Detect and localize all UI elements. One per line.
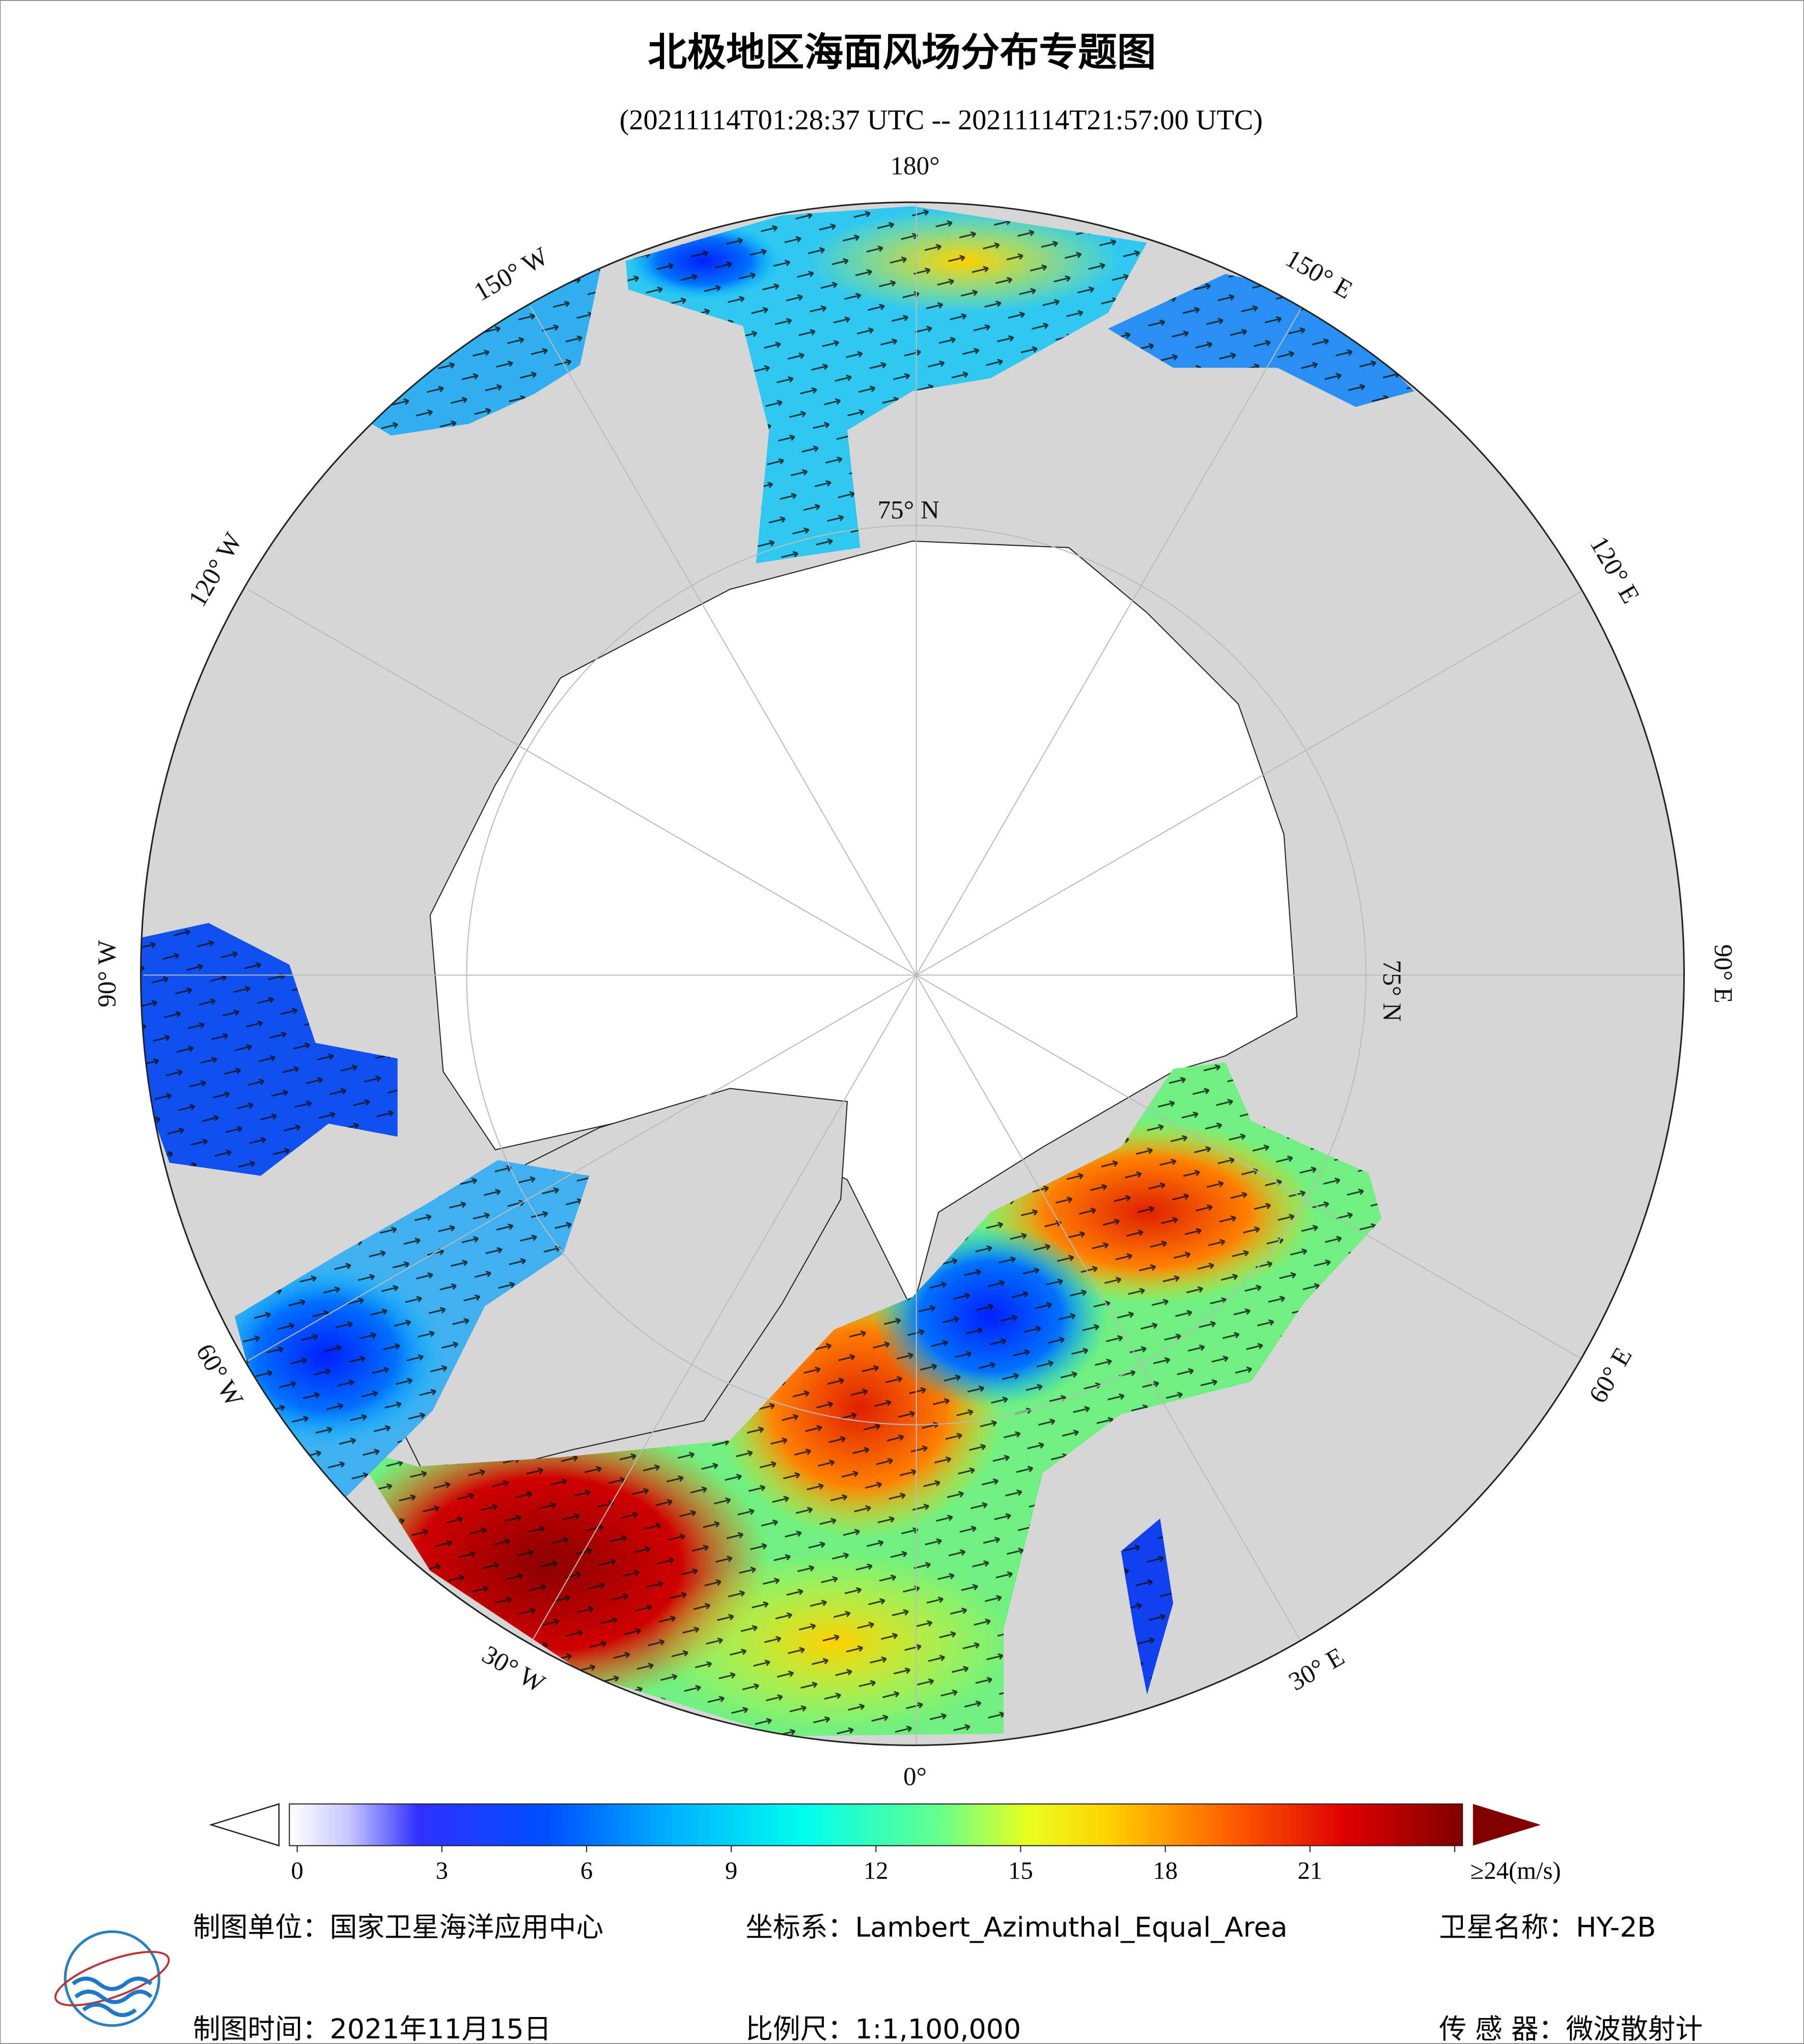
colorbar-tick-label: 18 (1153, 1857, 1178, 1884)
colorbar: 0 3 6 9 12 15 18 21 ≥24(m/s) (209, 1803, 1561, 1884)
meridian (247, 589, 917, 976)
value: HY-2B (1576, 1911, 1656, 1943)
value: 国家卫星海洋应用中心 (330, 1911, 604, 1943)
footer-crs: 坐标系：Lambert_Azimuthal_Equal_Area (745, 1911, 1287, 1943)
logo-waves (71, 1976, 153, 2018)
meridian (915, 306, 1303, 975)
footer-unit: 制图单位：国家卫星海洋应用中心 (193, 1911, 603, 1943)
meridian (530, 974, 917, 1644)
meridian (916, 974, 1586, 1361)
colorbar-under (209, 1803, 280, 1847)
value: 微波散射计 (1566, 2013, 1703, 2044)
latitude-label: 75° N (878, 495, 939, 524)
label: 比例尺： (745, 2013, 855, 2044)
longitude-label: 90° E (1708, 944, 1737, 1003)
value: Lambert_Azimuthal_Equal_Area (855, 1911, 1287, 1943)
colorbar-over (1473, 1804, 1541, 1846)
logo-orbit (54, 1951, 170, 2006)
logo (54, 1930, 170, 2027)
value: 1:1,100,000 (855, 2013, 1021, 2044)
map-border (140, 201, 1685, 1746)
colorbar-tick-label: 15 (1008, 1857, 1033, 1884)
colorbar-tick-label: 21 (1297, 1857, 1322, 1884)
label: 制图时间： (193, 2013, 330, 2044)
longitude-label: 90° W (93, 940, 122, 1007)
colorbar-tick-label: 3 (436, 1857, 448, 1884)
footer-date: 制图时间：2021年11月15日 (193, 2013, 551, 2044)
meridian (916, 589, 1586, 976)
label: 传 感 器： (1439, 2013, 1566, 2044)
latitude-label: 75° N (1377, 960, 1406, 1021)
footer-sensor: 传 感 器：微波散射计 (1439, 2013, 1703, 2044)
logo-ring (64, 1930, 160, 2027)
colorbar-scale (289, 1803, 1463, 1846)
label: 坐标系： (745, 1911, 855, 1943)
meridian (247, 974, 917, 1361)
colorbar-tick-label: 9 (725, 1857, 737, 1884)
colorbar-tick-label: ≥24(m/s) (1470, 1857, 1561, 1884)
map-title: 北极地区海面风场分布专题图 (648, 30, 1156, 75)
meridian (530, 306, 917, 975)
footer-scale: 比例尺：1:1,100,000 (745, 2013, 1021, 2044)
colorbar-tick-label: 0 (291, 1857, 303, 1884)
meridian (915, 974, 1303, 1644)
value: 2021年11月15日 (330, 2013, 551, 2044)
footer-satellite: 卫星名称：HY-2B (1439, 1911, 1656, 1943)
map-subtitle: (20211114T01:28:37 UTC -- 20211114T21:57… (620, 104, 1263, 136)
label: 制图单位： (193, 1911, 330, 1943)
label: 卫星名称： (1439, 1911, 1576, 1943)
longitude-label: 0° (903, 1762, 927, 1791)
colorbar-tick-label: 12 (864, 1857, 889, 1884)
graticule (143, 202, 1684, 1746)
colorbar-tick-label: 6 (580, 1857, 593, 1884)
longitude-label: 180° (890, 151, 939, 180)
